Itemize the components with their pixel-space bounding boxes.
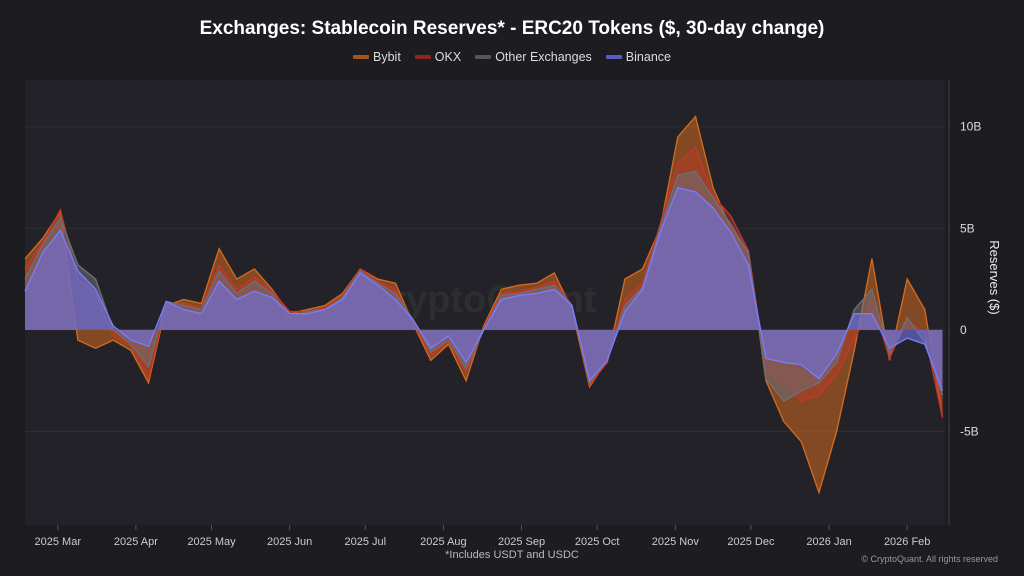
y-tick-label: 0 xyxy=(960,323,967,337)
x-tick-label: 2026 Jan xyxy=(806,536,851,548)
legend-label: Other Exchanges xyxy=(495,50,592,64)
legend-item-binance[interactable]: Binance xyxy=(605,50,671,64)
legend-item-other-exchanges[interactable]: Other Exchanges xyxy=(475,50,592,64)
y-axis-label: Reserves ($) xyxy=(987,240,1002,314)
copyright: © CryptoQuant. All rights reserved xyxy=(861,554,998,564)
legend-item-okx[interactable]: OKX xyxy=(414,50,462,64)
x-tick-label: 2025 Oct xyxy=(575,536,620,548)
legend-swatch xyxy=(353,55,369,59)
x-tick-label: 2025 Sep xyxy=(498,536,545,548)
x-tick-label: 2025 Nov xyxy=(652,536,700,548)
y-tick-label: -5B xyxy=(960,425,979,439)
x-tick-label: 2025 Dec xyxy=(727,536,775,548)
chart-title: Exchanges: Stablecoin Reserves* - ERC20 … xyxy=(199,18,825,39)
series-area xyxy=(25,187,943,391)
legend-label: Bybit xyxy=(373,50,401,64)
series-binance xyxy=(24,186,944,392)
x-tick-label: 2025 Jun xyxy=(267,536,312,548)
x-tick-label: 2025 Jul xyxy=(344,536,386,548)
footnote: *Includes USDT and USDC xyxy=(445,549,579,561)
y-tick-label: 10B xyxy=(960,120,981,134)
x-tick-label: 2025 Mar xyxy=(35,536,82,548)
legend-swatch xyxy=(605,55,622,59)
y-tick-label: 5B xyxy=(960,221,975,235)
legend: Bybit OKX Other Exchanges Binance xyxy=(0,50,1024,64)
x-tick-label: 2025 Apr xyxy=(114,536,158,548)
legend-item-bybit[interactable]: Bybit xyxy=(353,50,401,64)
legend-swatch xyxy=(475,55,492,59)
x-tick-label: 2026 Feb xyxy=(884,536,930,548)
legend-label: Binance xyxy=(625,50,671,64)
legend-swatch xyxy=(414,55,431,59)
x-tick-label: 2025 Aug xyxy=(420,536,467,548)
x-tick-label: 2025 May xyxy=(187,536,236,548)
legend-label: OKX xyxy=(434,50,462,64)
